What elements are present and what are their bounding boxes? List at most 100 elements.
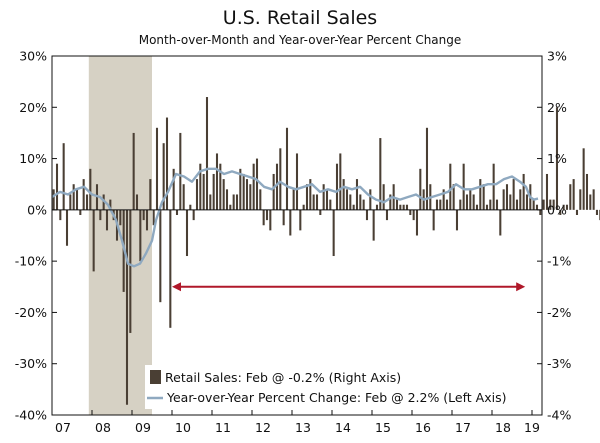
retail-sales-bar (425, 127, 429, 210)
retail-sales-bar (85, 194, 89, 210)
x-tick-label: 09 (135, 420, 151, 435)
retail-sales-bar (299, 209, 302, 231)
retail-sales-bar (539, 209, 542, 215)
retail-sales-bar (295, 153, 299, 210)
retail-sales-bar (205, 97, 209, 210)
retail-sales-bar (165, 117, 169, 210)
retail-sales-bar (302, 204, 305, 210)
x-tick-label: 18 (495, 420, 511, 435)
retail-sales-bar (555, 107, 559, 210)
retail-sales-bar (259, 189, 262, 210)
retail-sales-bar (345, 189, 349, 210)
left-tick-label: 20% (19, 100, 47, 115)
retail-sales-bar (542, 199, 545, 210)
retail-sales-bar (559, 209, 562, 215)
retail-sales-bar (135, 194, 139, 210)
retail-sales-bar (109, 199, 112, 210)
retail-sales-bar (502, 189, 505, 210)
retail-sales-bar (229, 204, 232, 210)
x-tick-label: 10 (175, 420, 191, 435)
retail-sales-bar (235, 194, 239, 210)
retail-sales-bar (305, 184, 309, 210)
legend: Retail Sales: Feb @ -0.2% (Right Axis) Y… (145, 365, 540, 409)
x-tick-label: 11 (215, 420, 231, 435)
retail-sales-bar (535, 204, 539, 210)
retail-sales-bar (159, 209, 162, 303)
retail-sales-bar (69, 194, 72, 210)
retail-sales-bar (225, 189, 229, 210)
retail-sales-bar (512, 179, 515, 210)
right-tick-label: -1% (547, 254, 571, 269)
retail-sales-bar (469, 189, 472, 210)
retail-sales-bar (282, 209, 285, 226)
retail-sales-bar (332, 209, 335, 257)
retail-sales-bar (119, 209, 122, 226)
legend-label-retail-sales: Retail Sales: Feb @ -0.2% (Right Axis) (165, 370, 401, 385)
legend-swatch-retail-sales (150, 370, 161, 384)
retail-sales-bar (275, 163, 279, 210)
retail-sales-bar (582, 148, 585, 210)
left-tick-label: 10% (19, 151, 47, 166)
retail-sales-bar (552, 199, 555, 210)
right-tick-label: 3% (547, 49, 567, 64)
right-tick-label: -4% (547, 408, 571, 423)
retail-sales-bar (222, 179, 225, 210)
retail-sales-bar (359, 194, 362, 210)
retail-sales-bar (492, 163, 495, 210)
legend-box (145, 365, 540, 409)
retail-sales-bar (465, 194, 469, 210)
retail-sales-bar (419, 168, 422, 210)
retail-sales-bar (189, 204, 192, 210)
retail-sales-bar (65, 209, 69, 246)
retail-sales-bar (519, 189, 522, 210)
retail-sales-bar (269, 209, 272, 231)
retail-sales-bar (192, 209, 195, 221)
retail-sales-bar (145, 209, 149, 231)
right-tick-label: -3% (547, 356, 571, 371)
retail-sales-bar (209, 194, 212, 210)
retail-sales-bar (355, 179, 359, 210)
annotation-arrow-head-right (516, 282, 526, 292)
retail-sales-bar (595, 209, 599, 215)
retail-sales-bar (152, 209, 155, 226)
retail-sales-bar (472, 194, 475, 210)
retail-sales-bar (292, 189, 295, 210)
retail-sales-bar (589, 194, 592, 210)
retail-sales-bar (409, 209, 412, 215)
retail-sales-bar (485, 204, 489, 210)
retail-sales-bar (379, 138, 382, 210)
left-tick-label: -10% (15, 254, 47, 269)
chart-title: U.S. Retail Sales (223, 7, 377, 29)
retail-sales-bar (415, 209, 419, 236)
yoy-line-layer (51, 167, 539, 268)
retail-sales-bar (442, 189, 445, 210)
retail-sales-bar (445, 199, 449, 210)
retail-sales-bar (125, 209, 129, 405)
retail-sales-bar (55, 163, 59, 210)
retail-sales-bar (322, 184, 325, 210)
right-tick-label: 0% (547, 202, 567, 217)
retail-sales-bar (522, 173, 525, 210)
retail-sales-bar (565, 204, 569, 210)
retail-sales-bar (162, 143, 165, 210)
x-tick-label: 08 (95, 420, 111, 435)
retail-sales-bar (395, 199, 399, 210)
retail-sales-bar (459, 199, 462, 210)
retail-sales-bar (59, 209, 62, 221)
retail-sales-bar (265, 209, 269, 221)
retail-sales-bar (92, 209, 95, 272)
retail-sales-bar (495, 199, 499, 210)
retail-sales-bar (179, 132, 182, 210)
retail-sales-bar (139, 209, 142, 262)
retail-sales-bar (252, 163, 255, 210)
retail-sales-bar (242, 173, 245, 210)
retail-sales-bar (132, 132, 135, 210)
retail-sales-bar (309, 179, 312, 210)
retail-sales-bar (175, 209, 179, 215)
retail-sales-bar (352, 204, 355, 210)
retail-sales-bar (232, 194, 235, 210)
retail-sales-bar (369, 189, 372, 210)
retail-sales-bar (462, 163, 465, 210)
axis-ticks: 30% 20% 10% 0% -10% -20% -30% -40% 3% 2% 1% 0% -1% -2… (15, 49, 572, 436)
retail-sales-bar (449, 163, 452, 210)
